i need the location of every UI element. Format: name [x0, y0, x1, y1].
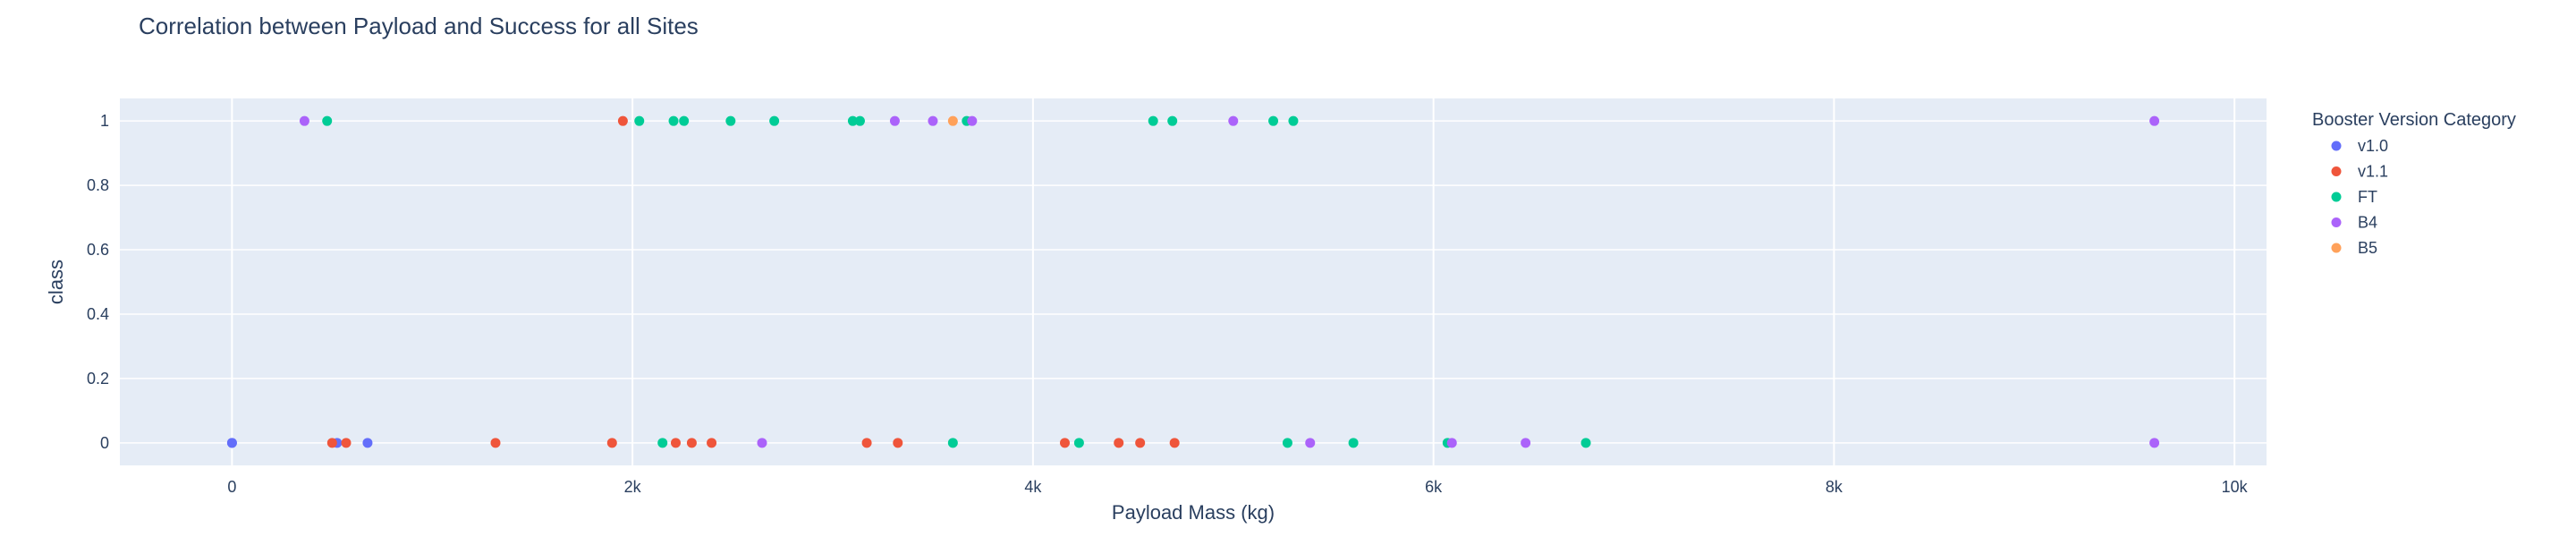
- data-point: [861, 438, 872, 448]
- data-point: [769, 115, 780, 126]
- data-point: [1282, 438, 1292, 448]
- legend: v1.0 v1.1 FT B4 B5: [2331, 137, 2389, 257]
- data-point: [606, 438, 617, 448]
- data-point: [2149, 115, 2160, 126]
- data-point: [679, 115, 690, 126]
- axis-ticks: 0 2k 4k 6k 8k 10k 0 0.2 0.4 0.6 0.8 1: [87, 112, 2249, 496]
- series-b4: [299, 115, 2160, 448]
- data-point: [889, 115, 900, 126]
- data-point: [299, 115, 309, 126]
- data-point: [854, 115, 865, 126]
- x-tick-label: 0: [227, 478, 236, 496]
- data-point: [893, 438, 903, 448]
- legend-item[interactable]: v1.0: [2331, 137, 2389, 155]
- y-axis-title: class: [45, 260, 67, 304]
- data-point: [226, 438, 237, 448]
- legend-item[interactable]: FT: [2331, 188, 2378, 206]
- data-point: [1135, 438, 1146, 448]
- legend-marker: [2331, 243, 2342, 253]
- data-point: [1348, 438, 1359, 448]
- legend-marker: [2331, 192, 2342, 202]
- data-point: [947, 115, 958, 126]
- data-point: [668, 115, 679, 126]
- y-tick-label: 0.8: [87, 176, 109, 194]
- data-point: [1114, 438, 1124, 448]
- series-b5: [947, 115, 958, 126]
- y-tick-label: 0: [100, 434, 109, 452]
- series-ft: [322, 115, 1591, 448]
- x-tick-label: 4k: [1024, 478, 1042, 496]
- x-tick-label: 6k: [1425, 478, 1443, 496]
- grid-lines: [120, 98, 2267, 465]
- data-point: [2149, 438, 2160, 448]
- data-point: [1521, 438, 1531, 448]
- data-points: [226, 115, 2160, 448]
- data-point: [847, 115, 858, 126]
- data-point: [657, 438, 668, 448]
- data-point: [1228, 115, 1239, 126]
- data-point: [1446, 438, 1457, 448]
- plot-area: [120, 98, 2267, 465]
- x-tick-label: 8k: [1826, 478, 1843, 496]
- data-point: [1268, 115, 1279, 126]
- legend-marker: [2331, 166, 2342, 176]
- data-point: [490, 438, 501, 448]
- data-point: [1167, 115, 1178, 126]
- data-point: [634, 115, 645, 126]
- data-point: [362, 438, 373, 448]
- legend-item[interactable]: B5: [2331, 239, 2378, 257]
- y-tick-label: 0.6: [87, 241, 109, 259]
- data-point: [757, 438, 767, 448]
- data-point: [341, 438, 352, 448]
- y-tick-label: 0.4: [87, 305, 109, 323]
- x-axis-title: Payload Mass (kg): [1112, 501, 1275, 524]
- data-point: [322, 115, 333, 126]
- data-point: [1305, 438, 1316, 448]
- data-point: [326, 438, 337, 448]
- data-point: [1580, 438, 1591, 448]
- data-point: [725, 115, 736, 126]
- data-point: [947, 438, 958, 448]
- legend-label: v1.1: [2358, 163, 2388, 181]
- series-v1-1: [326, 115, 1180, 448]
- legend-label: B5: [2358, 239, 2377, 257]
- y-tick-label: 1: [100, 112, 109, 130]
- data-point: [1073, 438, 1084, 448]
- legend-item[interactable]: v1.1: [2331, 163, 2389, 181]
- data-point: [670, 438, 681, 448]
- data-point: [1169, 438, 1180, 448]
- legend-marker: [2331, 217, 2342, 227]
- data-point: [967, 115, 978, 126]
- legend-label: v1.0: [2358, 137, 2388, 155]
- x-tick-label: 2k: [624, 478, 642, 496]
- data-point: [686, 438, 697, 448]
- y-tick-label: 0.2: [87, 370, 109, 388]
- data-point: [928, 115, 938, 126]
- data-point: [1288, 115, 1299, 126]
- legend-title: Booster Version Category: [2312, 110, 2516, 130]
- legend-marker: [2331, 141, 2342, 151]
- data-point: [1148, 115, 1158, 126]
- chart-title: Correlation between Payload and Success …: [139, 13, 699, 39]
- data-point: [1059, 438, 1070, 448]
- data-point: [707, 438, 717, 448]
- x-tick-label: 10k: [2222, 478, 2249, 496]
- legend-label: B4: [2358, 214, 2377, 232]
- data-point: [617, 115, 628, 126]
- legend-label: FT: [2358, 188, 2377, 206]
- legend-item[interactable]: B4: [2331, 214, 2378, 232]
